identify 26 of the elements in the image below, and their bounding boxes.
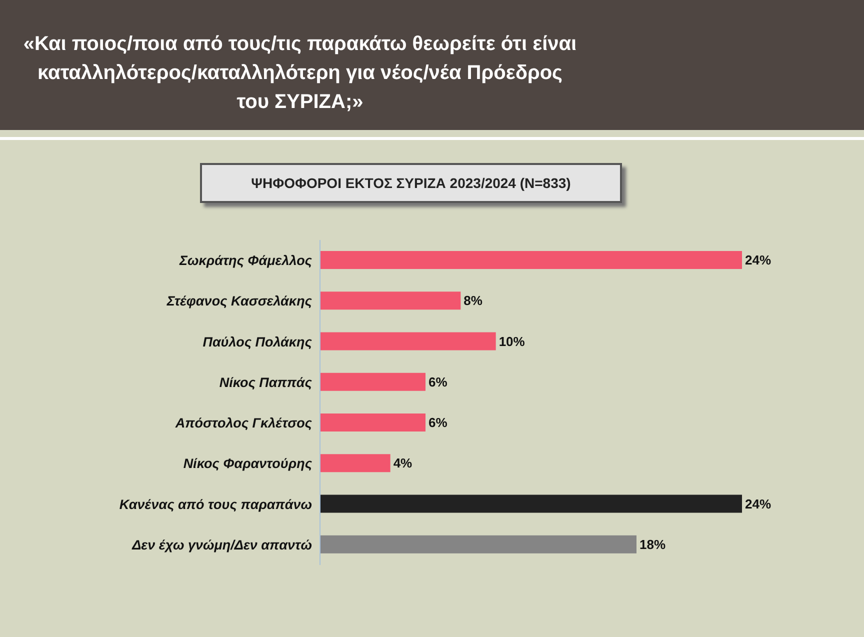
- bar: [320, 292, 461, 310]
- data-label: 24%: [745, 496, 772, 512]
- y-tick-label: Παύλος Πολάκης: [202, 334, 313, 350]
- data-label: 24%: [745, 252, 772, 268]
- data-label: 6%: [428, 374, 448, 390]
- data-label: 8%: [464, 293, 483, 308]
- y-tick-label: Νίκος Φαραντούρης: [183, 456, 313, 472]
- y-tick-label: Στέφανος Κασσελάκης: [166, 294, 313, 309]
- bar: [320, 494, 742, 513]
- y-tick-label: Απόστολος Γκλέτσος: [174, 416, 313, 431]
- chart-title: «Και ποιος/ποια από τους/τις παρακάτω θεωρείτε ότι είναι καταλληλότερος/καταλληλότερη για νέος/νέα Πρόεδρος του ΣΥΡΙΖΑ;»: [22, 32, 578, 115]
- data-label: 10%: [498, 334, 526, 349]
- bar: [320, 332, 496, 350]
- data-label: 6%: [428, 415, 448, 430]
- y-tick-label: Σωκράτης Φάμελλος: [178, 253, 313, 268]
- bar: [320, 251, 742, 269]
- bar: [320, 535, 636, 554]
- data-label: 4%: [393, 456, 413, 471]
- y-tick-label: Νίκος Παππάς: [219, 374, 313, 390]
- bar: [320, 454, 390, 472]
- bar: [320, 372, 426, 391]
- y-tick-label: Δεν έχω γνώμη/Δεν απαντώ: [131, 537, 312, 552]
- data-label: 18%: [640, 536, 666, 552]
- bar: [320, 414, 426, 432]
- chart-subtitle: ΨΗΦΟΦΟΡΟΙ ΕΚΤΟΣ ΣΥΡΙΖΑ 2023/2024 (N=833): [200, 163, 622, 203]
- y-tick-label: Κανένας από τους παραπάνω: [119, 496, 312, 512]
